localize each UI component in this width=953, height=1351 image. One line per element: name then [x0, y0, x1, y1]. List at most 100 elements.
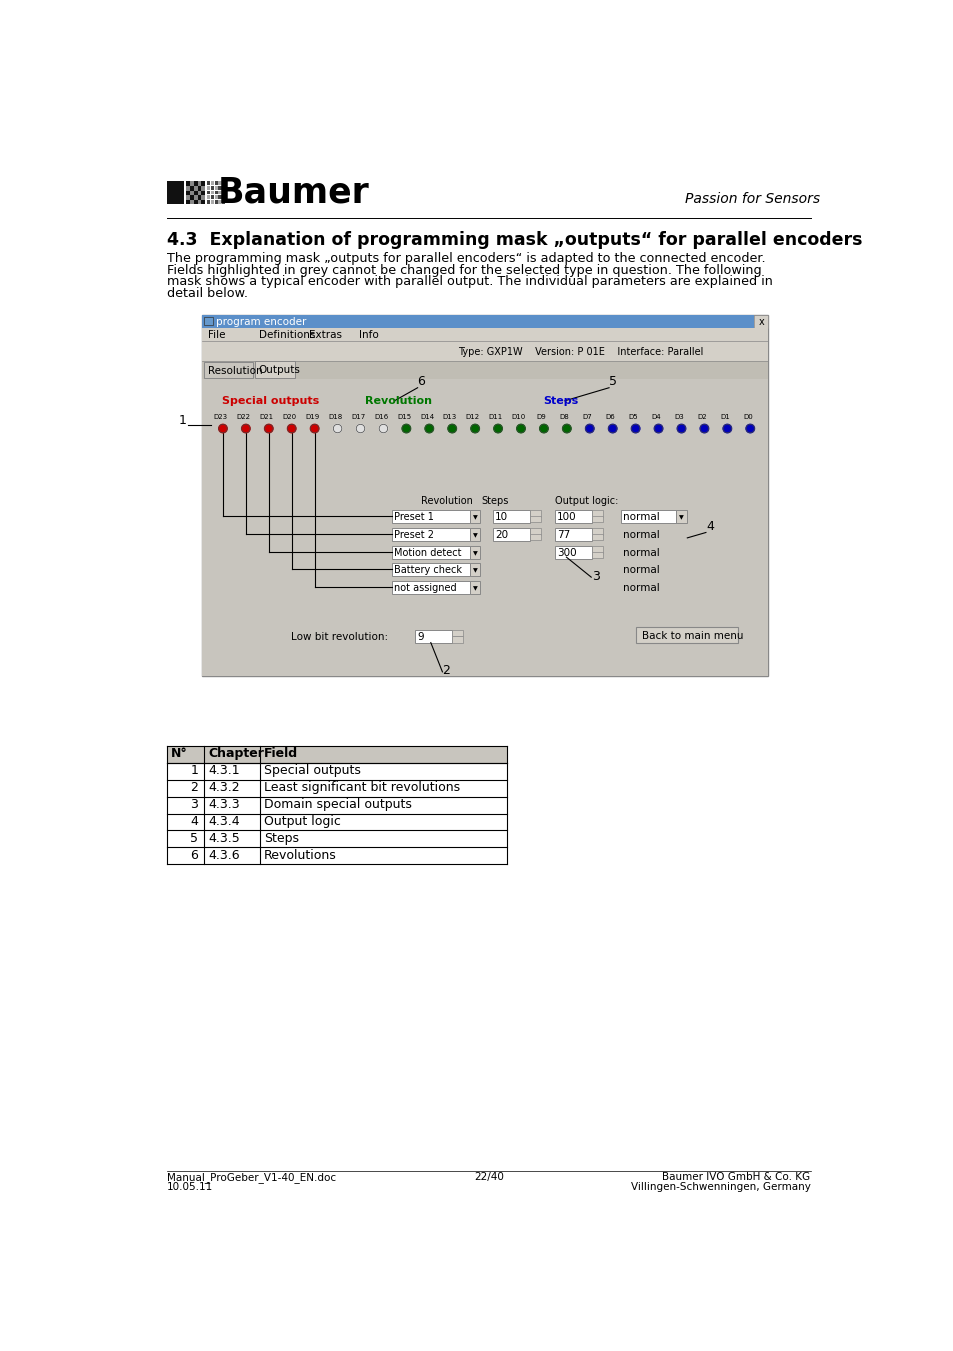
Circle shape — [425, 424, 433, 432]
Text: D11: D11 — [488, 415, 502, 420]
Bar — [592, 511, 602, 517]
Circle shape — [562, 424, 571, 432]
Text: Preset 2: Preset 2 — [394, 530, 434, 540]
Text: 5: 5 — [608, 376, 617, 389]
Bar — [167, 181, 184, 204]
Text: D21: D21 — [259, 415, 274, 420]
Circle shape — [654, 424, 662, 432]
Text: 100: 100 — [557, 512, 577, 523]
Circle shape — [494, 424, 502, 432]
Bar — [222, 186, 225, 190]
Circle shape — [355, 424, 364, 432]
Bar — [167, 831, 506, 847]
Text: normal: normal — [622, 530, 659, 540]
Text: Chapter: Chapter — [208, 747, 264, 761]
Text: Field: Field — [264, 747, 298, 761]
Bar — [214, 181, 217, 185]
Bar — [193, 186, 197, 190]
Bar — [469, 546, 480, 559]
Text: D4: D4 — [651, 415, 660, 420]
Text: 2: 2 — [442, 665, 450, 677]
Bar — [493, 528, 530, 540]
Bar — [207, 200, 210, 204]
Bar — [201, 190, 205, 196]
Text: 20: 20 — [495, 530, 508, 540]
Bar — [676, 511, 686, 523]
Text: Fields highlighted in grey cannot be changed for the selected type in question. : Fields highlighted in grey cannot be cha… — [167, 263, 761, 277]
Bar — [167, 763, 506, 780]
Text: Revolutions: Revolutions — [264, 848, 336, 862]
Bar — [214, 200, 217, 204]
Bar — [207, 190, 210, 195]
Bar — [193, 190, 197, 196]
Text: Output logic: Output logic — [264, 815, 340, 828]
Text: 3: 3 — [592, 570, 599, 584]
Text: Baumer IVO GmbH & Co. KG: Baumer IVO GmbH & Co. KG — [661, 1173, 810, 1182]
Bar — [530, 516, 540, 523]
Text: D22: D22 — [236, 415, 251, 420]
Circle shape — [471, 424, 479, 432]
Text: Extras: Extras — [309, 330, 342, 339]
Text: Resolution: Resolution — [208, 366, 263, 376]
Bar — [193, 181, 197, 186]
Text: 4: 4 — [191, 815, 198, 828]
Bar — [201, 186, 205, 190]
Bar — [190, 196, 193, 200]
Bar — [202, 315, 767, 677]
Text: The programming mask „outputs for parallel encoders“ is adapted to the connected: The programming mask „outputs for parall… — [167, 253, 765, 265]
Circle shape — [264, 424, 273, 432]
Bar — [204, 317, 213, 326]
Circle shape — [218, 424, 227, 432]
Bar — [530, 511, 540, 517]
Text: Baumer: Baumer — [217, 176, 369, 209]
Bar — [214, 186, 217, 190]
Bar — [392, 581, 469, 594]
Bar — [197, 196, 201, 200]
Circle shape — [310, 424, 318, 432]
Circle shape — [745, 424, 754, 432]
Bar — [592, 551, 602, 558]
Bar — [592, 528, 602, 535]
Text: 1: 1 — [191, 765, 198, 777]
Text: D7: D7 — [582, 415, 592, 420]
Bar — [207, 181, 210, 185]
Text: 10: 10 — [495, 512, 508, 523]
Bar — [222, 200, 225, 204]
Bar — [620, 511, 676, 523]
Text: 4.3  Explanation of programming mask „outputs“ for parallel encoders: 4.3 Explanation of programming mask „out… — [167, 231, 862, 249]
Text: 22/40: 22/40 — [474, 1173, 503, 1182]
Text: D12: D12 — [465, 415, 479, 420]
Bar — [753, 315, 767, 328]
Text: Steps: Steps — [264, 832, 299, 844]
Text: D16: D16 — [374, 415, 388, 420]
Bar — [222, 181, 225, 185]
Text: D6: D6 — [605, 415, 615, 420]
Bar — [392, 511, 469, 523]
Bar — [186, 181, 190, 186]
Bar — [214, 196, 217, 199]
Text: 6: 6 — [417, 376, 425, 389]
Text: Type: GXP1W    Version: P 01E    Interface: Parallel: Type: GXP1W Version: P 01E Interface: Pa… — [457, 347, 702, 358]
Bar — [222, 190, 225, 195]
Text: 9: 9 — [417, 631, 424, 642]
Text: Info: Info — [359, 330, 379, 339]
Bar — [197, 186, 201, 190]
Bar — [214, 190, 217, 195]
Bar — [186, 186, 190, 190]
Bar — [211, 196, 213, 199]
Circle shape — [333, 424, 341, 432]
Bar — [392, 528, 469, 540]
Text: Battery check: Battery check — [394, 565, 462, 576]
Text: D14: D14 — [419, 415, 434, 420]
Text: D10: D10 — [511, 415, 525, 420]
Bar — [197, 181, 201, 186]
Text: D20: D20 — [282, 415, 296, 420]
Circle shape — [378, 424, 387, 432]
Text: ▼: ▼ — [473, 586, 477, 592]
Circle shape — [448, 424, 456, 432]
Text: Revolution: Revolution — [420, 496, 472, 507]
Bar — [204, 362, 253, 378]
Circle shape — [585, 424, 594, 432]
Bar — [190, 186, 193, 190]
Text: ▼: ▼ — [473, 515, 477, 520]
